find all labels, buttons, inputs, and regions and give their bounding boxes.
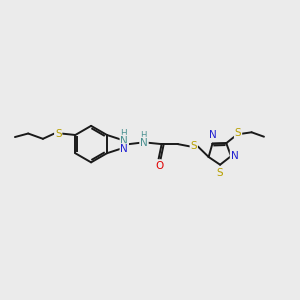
Text: S: S (190, 142, 197, 152)
Text: S: S (217, 168, 224, 178)
Text: O: O (155, 161, 164, 171)
Text: N: N (120, 144, 128, 154)
Text: H: H (140, 131, 147, 140)
Text: N: N (209, 130, 217, 140)
Text: N: N (140, 138, 148, 148)
Text: S: S (55, 128, 62, 139)
Text: H: H (120, 129, 127, 138)
Text: S: S (235, 128, 242, 138)
Text: N: N (120, 136, 128, 146)
Text: N: N (231, 151, 239, 160)
